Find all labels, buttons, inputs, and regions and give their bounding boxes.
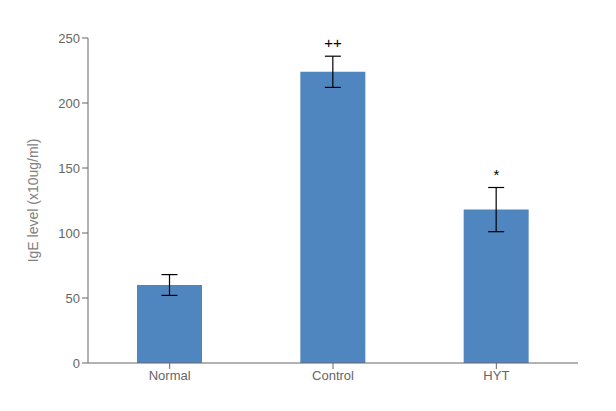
svg-text:HYT: HYT <box>483 368 509 383</box>
svg-text:50: 50 <box>66 291 80 306</box>
svg-text:IgE level (x10ug/ml): IgE level (x10ug/ml) <box>25 139 41 263</box>
svg-text:0: 0 <box>73 356 80 371</box>
svg-text:200: 200 <box>58 96 80 111</box>
svg-text:Normal: Normal <box>149 368 191 383</box>
svg-text:100: 100 <box>58 226 80 241</box>
svg-text:Control: Control <box>312 368 354 383</box>
svg-text:150: 150 <box>58 161 80 176</box>
svg-text:*: * <box>493 166 499 183</box>
svg-text:250: 250 <box>58 31 80 46</box>
svg-text:++: ++ <box>324 34 342 51</box>
